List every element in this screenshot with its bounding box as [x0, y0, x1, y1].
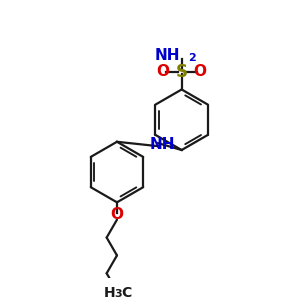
Text: S: S [176, 63, 188, 81]
Text: NH: NH [155, 48, 180, 63]
Text: NH: NH [150, 137, 175, 152]
Text: O: O [157, 64, 170, 79]
Text: C: C [122, 286, 132, 300]
Text: 2: 2 [188, 53, 195, 63]
Text: H: H [104, 286, 116, 300]
Text: 3: 3 [115, 290, 122, 299]
Text: O: O [194, 64, 207, 79]
Text: O: O [110, 207, 124, 222]
